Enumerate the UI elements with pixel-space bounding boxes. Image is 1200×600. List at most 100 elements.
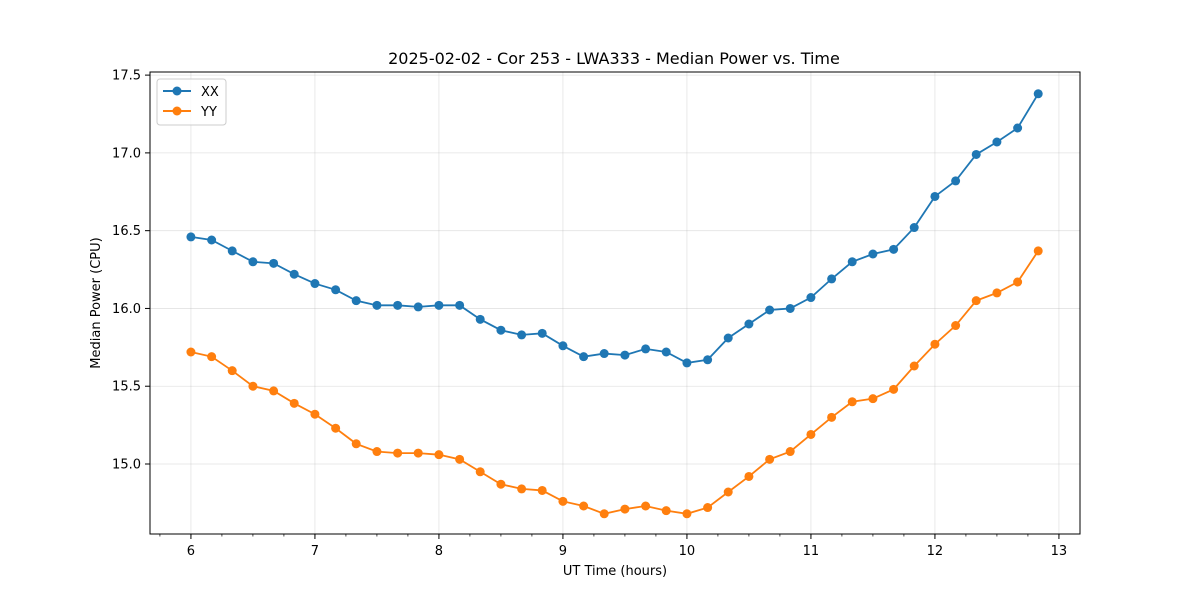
legend: XX YY [156,78,227,126]
data-point-yy [641,501,651,511]
data-point-xx [765,305,775,315]
data-point-xx [434,300,444,310]
data-point-xx [992,137,1002,147]
data-point-yy [889,384,899,394]
data-point-yy [682,509,692,519]
data-point-xx [744,319,754,329]
data-point-yy [909,361,919,371]
data-point-xx [207,235,217,245]
data-point-xx [455,300,465,310]
legend-label-yy: YY [200,105,217,120]
x-tick-label: 7 [311,544,319,559]
legend-marker-xx [172,86,182,96]
x-axis-label: UT Time (hours) [563,564,667,579]
data-point-yy [579,501,589,511]
y-tick-label: 17.0 [112,146,141,161]
data-point-yy [289,398,299,408]
y-tick-label: 16.5 [112,224,141,239]
data-point-yy [785,447,795,457]
data-point-xx [372,300,382,310]
data-point-yy [723,487,733,497]
data-point-xx [310,279,320,289]
y-tick-label: 17.5 [112,69,141,84]
data-point-xx [331,285,341,295]
axes: 6 7 8 9 10 11 12 13 15.0 15.5 16.0 16.5 17.0 17.5 [112,69,1067,559]
data-point-xx [971,149,981,159]
data-point-yy [310,409,320,419]
y-tick-label: 15.5 [112,380,141,395]
data-point-yy [393,448,403,458]
data-point-xx [517,330,527,340]
data-point-xx [682,358,692,368]
data-point-yy [331,423,341,433]
y-tick-label: 16.0 [112,302,141,317]
data-point-yy [227,366,237,376]
data-point-yy [413,448,423,458]
data-point-xx [475,314,485,324]
data-point-xx [909,223,919,233]
x-tick-label: 12 [927,544,944,559]
data-point-yy [599,509,609,519]
data-point-xx [620,350,630,360]
data-point-yy [269,386,279,396]
chart-title: 2025-02-02 - Cor 253 - LWA333 - Median P… [388,49,840,68]
data-point-xx [496,325,506,335]
x-tick-label: 10 [679,544,696,559]
data-point-yy [496,479,506,489]
data-point-yy [868,394,878,404]
data-point-xx [413,302,423,312]
data-point-yy [351,439,361,449]
data-point-xx [248,257,258,267]
data-point-yy [765,454,775,464]
data-point-yy [517,484,527,494]
y-tick-label: 15.0 [112,458,141,473]
data-point-yy [455,454,465,464]
data-point-yy [951,321,961,331]
data-point-xx [351,296,361,306]
data-point-yy [207,352,217,362]
data-point-xx [889,244,899,254]
data-point-yy [1013,277,1023,287]
data-point-yy [930,339,940,349]
data-point-xx [703,355,713,365]
data-point-xx [186,232,196,242]
x-tick-label: 9 [559,544,567,559]
y-axis-label: Median Power (CPU) [89,237,104,368]
data-point-xx [393,300,403,310]
data-point-xx [1013,123,1023,133]
data-point-xx [806,293,816,303]
data-point-yy [827,412,837,422]
x-tick-label: 11 [803,544,820,559]
x-tick-label: 8 [435,544,443,559]
data-point-yy [537,485,547,495]
data-point-yy [620,504,630,514]
data-point-xx [558,341,568,351]
plot-series [186,89,1043,519]
data-point-yy [372,447,382,457]
data-point-xx [289,269,299,279]
data-point-xx [537,328,547,338]
data-point-yy [847,397,857,407]
data-point-yy [475,467,485,477]
x-tick-label: 13 [1051,544,1068,559]
data-point-yy [744,471,754,481]
data-point-xx [227,246,237,256]
data-point-yy [806,429,816,439]
plot-frame [149,71,1081,535]
x-tick-label: 6 [187,544,195,559]
data-point-xx [599,349,609,359]
data-point-xx [785,303,795,313]
data-point-yy [661,506,671,516]
data-point-xx [579,352,589,362]
data-point-yy [248,381,258,391]
data-point-yy [1033,246,1043,256]
data-point-xx [1033,89,1043,99]
data-point-xx [269,258,279,268]
data-point-yy [971,296,981,306]
data-point-yy [703,503,713,513]
data-point-yy [992,288,1002,298]
data-point-xx [641,344,651,354]
data-point-xx [847,257,857,267]
legend-marker-yy [172,106,182,116]
